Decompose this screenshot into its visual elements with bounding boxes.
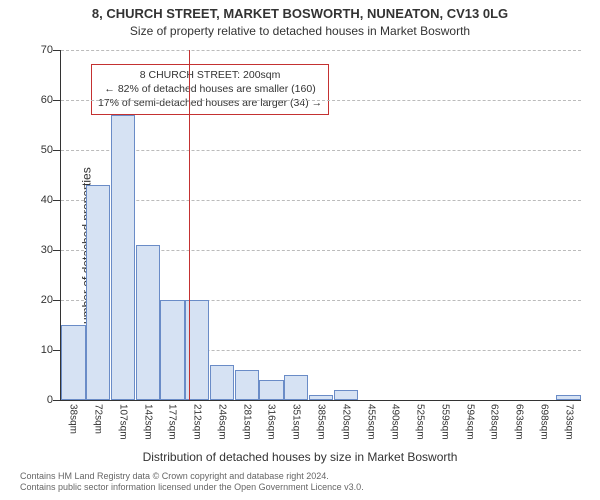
histogram-bar xyxy=(259,380,283,400)
x-tick-label: 177sqm xyxy=(167,404,178,440)
x-tick-label: 246sqm xyxy=(216,404,227,440)
y-tick xyxy=(53,200,61,201)
x-tick-label: 559sqm xyxy=(439,404,450,440)
y-tick xyxy=(53,250,61,251)
x-tick-label: 663sqm xyxy=(514,404,525,440)
histogram-bar xyxy=(160,300,184,400)
histogram-bar xyxy=(309,395,333,400)
footer-line: Contains HM Land Registry data © Crown c… xyxy=(20,471,364,483)
x-tick-label: 490sqm xyxy=(390,404,401,440)
x-tick-label: 420sqm xyxy=(340,404,351,440)
x-tick-label: 698sqm xyxy=(538,404,549,440)
reference-line xyxy=(189,50,190,400)
histogram-bar xyxy=(334,390,358,400)
grid-line xyxy=(61,200,581,201)
y-tick xyxy=(53,50,61,51)
chart-title: 8, CHURCH STREET, MARKET BOSWORTH, NUNEA… xyxy=(0,6,600,21)
x-tick-label: 455sqm xyxy=(365,404,376,440)
x-tick-label: 594sqm xyxy=(464,404,475,440)
y-tick-label: 30 xyxy=(23,244,53,256)
histogram-bar xyxy=(210,365,234,400)
grid-line xyxy=(61,50,581,51)
histogram-bar xyxy=(61,325,85,400)
histogram-bar xyxy=(111,115,135,400)
footer-line: Contains public sector information licen… xyxy=(20,482,364,494)
y-tick xyxy=(53,300,61,301)
x-tick-label: 628sqm xyxy=(489,404,500,440)
y-tick-label: 40 xyxy=(23,194,53,206)
x-tick-label: 142sqm xyxy=(142,404,153,440)
annotation-box: 8 CHURCH STREET: 200sqm ← 82% of detache… xyxy=(91,64,329,115)
histogram-bar xyxy=(556,395,580,400)
x-tick-label: 733sqm xyxy=(563,404,574,440)
annotation-line: 17% of semi-detached houses are larger (… xyxy=(98,96,322,110)
x-tick-label: 72sqm xyxy=(93,404,104,434)
histogram-bar xyxy=(284,375,308,400)
x-tick-label: 525sqm xyxy=(415,404,426,440)
x-tick-label: 281sqm xyxy=(241,404,252,440)
histogram-bar xyxy=(235,370,259,400)
grid-line xyxy=(61,150,581,151)
y-tick-label: 0 xyxy=(23,394,53,406)
grid-line xyxy=(61,100,581,101)
plot-area: 8 CHURCH STREET: 200sqm ← 82% of detache… xyxy=(60,50,581,401)
x-tick-label: 212sqm xyxy=(192,404,203,440)
y-tick-label: 60 xyxy=(23,94,53,106)
chart-subtitle: Size of property relative to detached ho… xyxy=(0,24,600,38)
y-tick xyxy=(53,400,61,401)
x-tick-label: 107sqm xyxy=(117,404,128,440)
x-tick-label: 38sqm xyxy=(68,404,79,434)
y-tick-label: 10 xyxy=(23,344,53,356)
annotation-line: 8 CHURCH STREET: 200sqm xyxy=(98,68,322,82)
x-axis-title: Distribution of detached houses by size … xyxy=(0,450,600,464)
histogram-bar xyxy=(86,185,110,400)
x-tick-label: 351sqm xyxy=(291,404,302,440)
y-tick xyxy=(53,150,61,151)
chart-container: 8, CHURCH STREET, MARKET BOSWORTH, NUNEA… xyxy=(0,0,600,500)
y-tick xyxy=(53,350,61,351)
y-tick-label: 50 xyxy=(23,144,53,156)
footer-attribution: Contains HM Land Registry data © Crown c… xyxy=(20,471,364,494)
x-tick-label: 385sqm xyxy=(316,404,327,440)
histogram-bar xyxy=(136,245,160,400)
y-tick-label: 20 xyxy=(23,294,53,306)
y-tick-label: 70 xyxy=(23,44,53,56)
annotation-line: ← 82% of detached houses are smaller (16… xyxy=(98,82,322,96)
x-tick-label: 316sqm xyxy=(266,404,277,440)
y-tick xyxy=(53,100,61,101)
